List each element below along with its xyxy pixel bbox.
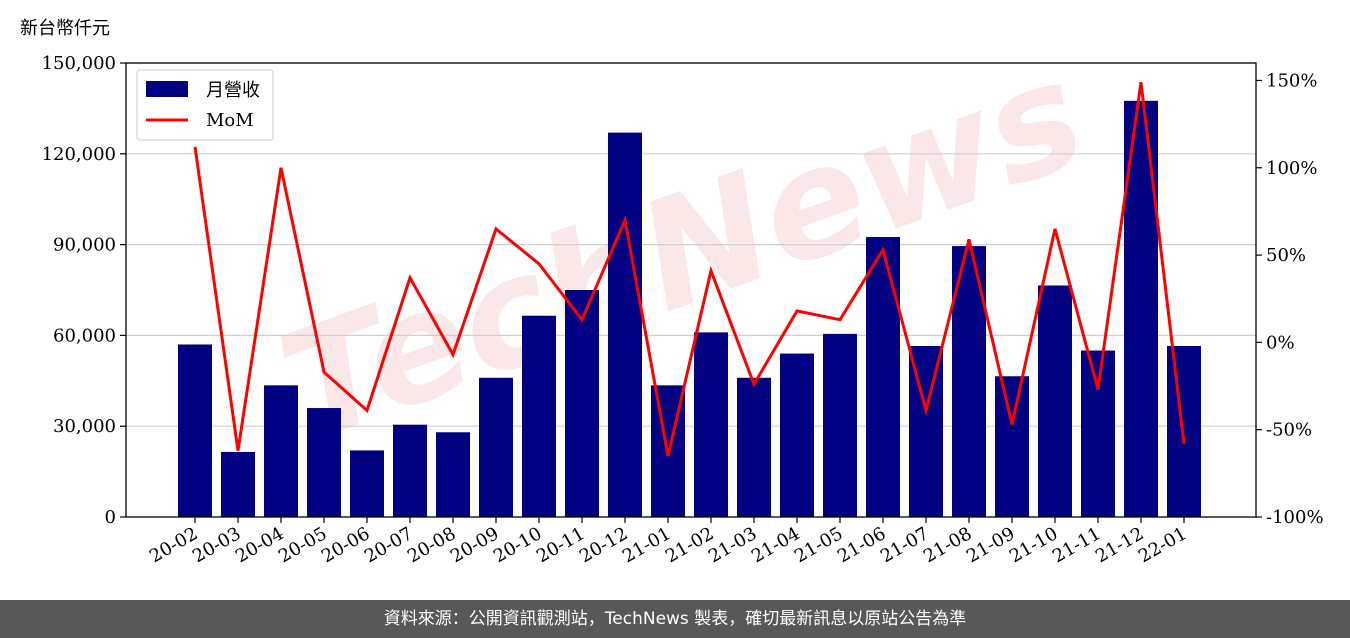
bar-20-04 <box>264 385 298 517</box>
bar-20-12 <box>608 132 642 517</box>
y-right-tick-label: 100% <box>1266 158 1317 179</box>
x-tick-label: 20-04 <box>232 523 287 567</box>
bar-21-02 <box>694 332 728 517</box>
y-right-tick-label: -100% <box>1266 507 1324 528</box>
x-tick-label: 21-01 <box>619 523 674 567</box>
x-tick-label: 20-08 <box>404 523 459 567</box>
x-tick-label: 21-07 <box>877 523 932 567</box>
legend-label-revenue: 月營收 <box>206 80 260 101</box>
x-tick-label: 21-02 <box>662 523 717 567</box>
legend-label-mom: MoM <box>206 110 254 131</box>
mom-line <box>193 81 1186 457</box>
bar-21-03 <box>737 377 771 517</box>
chart: TechNews 新台幣仟元 030,00060,00090,000120,00… <box>20 18 1324 567</box>
x-tick-label: 20-09 <box>447 523 502 567</box>
bar-21-06 <box>866 237 900 518</box>
bar-20-10 <box>522 315 556 517</box>
bar-20-05 <box>307 408 341 517</box>
x-tick-label: 21-04 <box>748 523 803 567</box>
bar-20-09 <box>479 377 513 517</box>
footer-source-note: 資料來源：公開資訊觀測站，TechNews 製表，確切最新訊息以原站公告為準 <box>0 600 1350 638</box>
bar-20-08 <box>436 432 470 517</box>
bar-21-05 <box>823 333 857 517</box>
bar-20-03 <box>221 451 255 517</box>
plot-frame <box>125 62 1257 518</box>
bar-21-07 <box>909 345 943 517</box>
x-tick-label: 20-11 <box>533 523 588 567</box>
bar-21-11 <box>1081 350 1115 517</box>
bar-21-10 <box>1038 285 1072 517</box>
y-right-tick-label: 50% <box>1266 245 1306 266</box>
x-tick-label: 20-06 <box>318 523 373 567</box>
x-tick-label: 22-01 <box>1135 523 1190 567</box>
y-left-tick-label: 60,000 <box>53 325 116 346</box>
y-right-tick-label: 0% <box>1266 332 1295 353</box>
y-left-tick-label: 150,000 <box>42 53 116 74</box>
y-right-tick-label: -50% <box>1266 420 1312 441</box>
bar-21-04 <box>780 353 814 517</box>
y-left-tick-label: 90,000 <box>53 235 116 256</box>
x-tick-label: 21-11 <box>1049 523 1104 567</box>
x-tick-label: 20-05 <box>275 523 330 567</box>
bar-20-06 <box>350 450 384 517</box>
y-left-tick-label: 30,000 <box>53 416 116 437</box>
y-left-tick-label: 120,000 <box>42 144 116 165</box>
bar-20-02 <box>178 344 212 517</box>
x-tick-label: 21-03 <box>705 523 760 567</box>
x-tick-label: 21-08 <box>920 523 975 567</box>
x-tick-label: 20-10 <box>490 523 545 567</box>
x-tick-label: 20-12 <box>576 523 631 567</box>
mom-series <box>193 81 1186 457</box>
y-unit-label: 新台幣仟元 <box>20 18 110 39</box>
bar-21-09 <box>995 376 1029 517</box>
x-tick-label: 21-06 <box>834 523 889 567</box>
x-tick-label: 20-02 <box>146 523 201 567</box>
bar-20-11 <box>565 290 599 517</box>
legend: 月營收 MoM <box>136 69 274 141</box>
legend-bar-swatch <box>146 81 188 97</box>
x-tick-label: 21-12 <box>1092 523 1147 567</box>
bar-20-07 <box>393 424 427 517</box>
x-tick-label: 20-07 <box>361 523 416 567</box>
x-tick-label: 21-10 <box>1006 523 1061 567</box>
x-tick-label: 21-09 <box>963 523 1018 567</box>
y-left-tick-label: 0 <box>105 507 116 528</box>
x-tick-label: 21-05 <box>791 523 846 567</box>
y-right-tick-label: 150% <box>1266 70 1317 91</box>
bars <box>178 100 1201 518</box>
x-tick-label: 20-03 <box>189 523 244 567</box>
